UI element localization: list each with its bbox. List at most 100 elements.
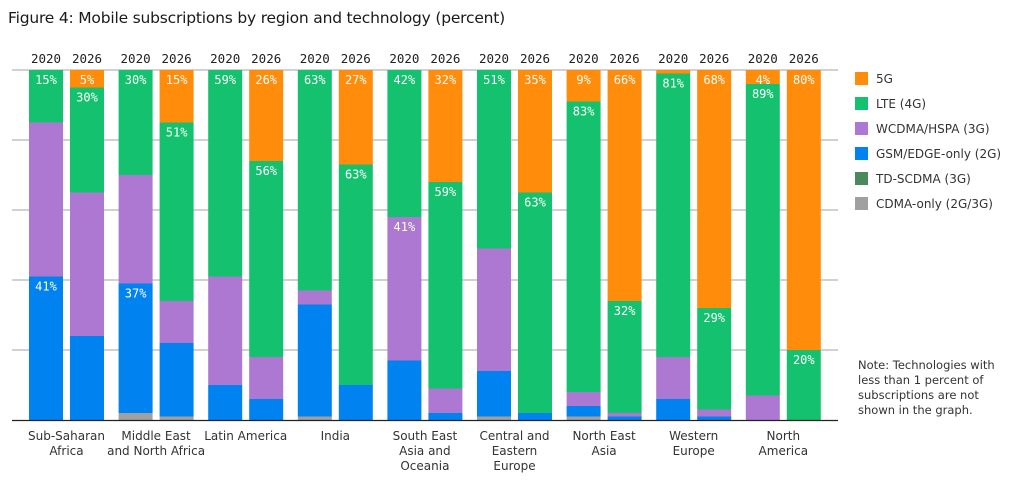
data-label: 68% [703,73,725,87]
bar-segment-wcdma-hspa-3g-2020 [566,392,601,406]
year-label: 2020 [569,51,599,66]
legend-swatch [855,72,868,85]
bar-segment-gsm-edge-only-2g-2026 [159,343,194,417]
bar-segment-lte-4g-2026 [607,301,642,413]
data-label: 30% [76,91,98,105]
year-label: 2020 [748,51,778,66]
year-label: 2020 [121,51,151,66]
year-label: 2020 [658,51,688,66]
bar-segment-gsm-edge-only-2g-2026 [338,385,373,420]
bar-segment-wcdma-hspa-3g-2020 [297,290,332,305]
legend-swatch [855,122,868,135]
x-axis-label: Central and Eastern Europe [479,429,550,473]
bar-segment-gsm-edge-only-2g-2020 [118,283,153,413]
bar-segment-gsm-edge-only-2g-2026 [428,413,463,420]
data-label: 66% [614,73,636,87]
data-label: 20% [793,353,815,367]
year-label: 2026 [72,51,102,66]
data-label: 29% [703,311,725,325]
year-label: 2020 [210,51,240,66]
bar-segment-5g-2020 [566,70,601,102]
bar-segment-lte-4g-2020 [29,70,63,123]
bar-segment-wcdma-hspa-3g-2020 [208,276,243,385]
year-label: 2020 [389,51,419,66]
year-label: 2026 [430,51,460,66]
bar-segment-lte-4g-2020 [477,70,511,249]
legend-item: 5G [855,66,1001,91]
x-axis-label: North East Asia [572,429,636,458]
bar-segment-lte-4g-2020 [297,70,332,291]
bar-segment-wcdma-hspa-3g-2026 [159,301,194,343]
legend-swatch [855,147,868,160]
bar-segment-lte-4g-2026 [159,122,194,301]
legend-label: GSM/EDGE-only (2G) [876,146,1002,161]
bar-segment-lte-4g-2020 [566,101,601,392]
bar-segment-gsm-edge-only-2g-2026 [697,416,732,420]
data-label: 32% [614,304,636,318]
bar-segment-cdma-only-2g-3g-2020 [297,416,332,420]
bar-segment-gsm-edge-only-2g-2020 [566,406,601,417]
legend-item: TD-SCDMA (3G) [855,166,1001,191]
bar-segment-5g-2026 [70,70,104,88]
bar-segment-wcdma-hspa-3g-2026 [428,388,463,413]
year-label: 2020 [300,51,330,66]
data-label: 59% [435,185,457,199]
year-label: 2026 [520,51,550,66]
bar-segment-cdma-only-2g-3g-2020 [118,413,153,420]
bar-segment-wcdma-hspa-3g-2020 [118,175,153,284]
chart-title: Figure 4: Mobile subscriptions by region… [8,9,506,27]
bar-segment-wcdma-hspa-3g-2020 [29,122,63,277]
legend: 5G LTE (4G) WCDMA/HSPA (3G) GSM/EDGE-only (… [855,66,1001,216]
bar-segment-lte-4g-2026 [428,182,463,389]
bar-segment-5g-2020 [745,70,780,84]
bar-segment-lte-4g-2020 [656,73,691,357]
bar-segment-gsm-edge-only-2g-2020 [297,304,332,417]
year-label: 2026 [610,51,640,66]
data-label: 81% [662,77,684,91]
data-label: 63% [345,168,367,182]
bar-segment-gsm-edge-only-2g-2026 [249,399,284,420]
x-axis-label: Middle East and North Africa [107,429,206,458]
bar-segment-wcdma-hspa-3g-2026 [70,192,104,336]
bar-segment-5g-2026 [159,70,194,123]
bar-segment-gsm-edge-only-2g-2026 [607,416,642,420]
bar-segment-wcdma-hspa-3g-2020 [477,248,511,371]
bar-segment-5g-2026 [428,70,463,182]
data-label: 63% [304,73,326,87]
legend-item: CDMA-only (2G/3G) [855,191,1001,216]
legend-swatch [855,97,868,110]
bar-segment-gsm-edge-only-2g-2020 [208,385,243,420]
data-label: 51% [483,73,505,87]
data-label: 83% [573,105,595,119]
bars [29,70,821,420]
data-label: 41% [394,220,416,234]
x-axis-label: Sub-Saharan Africa [28,429,105,458]
x-axis-label: Latin America [204,429,288,443]
bar-segment-lte-4g-2026 [338,164,373,385]
legend-label: LTE (4G) [876,96,927,111]
bar-segment-5g-2026 [518,70,552,193]
legend-swatch [855,172,868,185]
bar-segment-lte-4g-2026 [249,161,284,357]
bar-segment-lte-4g-2020 [208,70,243,277]
data-label: 4% [756,73,771,87]
data-label: 51% [166,126,188,140]
data-label: 15% [35,73,57,87]
data-label: 5% [80,73,95,87]
legend-label: 5G [876,71,893,86]
year-label: 2020 [31,51,61,66]
data-labels: 15% 41% 5% 30% 30% 37% 15% 51% 59% 26% 56% 63% 27% 63… [35,73,815,367]
data-label: 42% [394,73,416,87]
data-label: 26% [255,73,277,87]
legend-item: GSM/EDGE-only (2G) [855,141,1001,166]
year-label: 2026 [789,51,819,66]
x-axis-label: Western Europe [669,429,719,458]
data-label: 30% [125,73,147,87]
bar-segment-cdma-only-2g-3g-2026 [159,416,194,420]
chart-note: Note: Technologies with less than 1 perc… [858,358,995,417]
bar-segment-cdma-only-2g-3g-2020 [566,416,601,420]
bar-segment-5g-2026 [607,70,642,301]
data-label: 9% [576,73,591,87]
bar-segment-wcdma-hspa-3g-2020 [745,395,780,420]
bar-segment-gsm-edge-only-2g-2020 [387,360,422,420]
